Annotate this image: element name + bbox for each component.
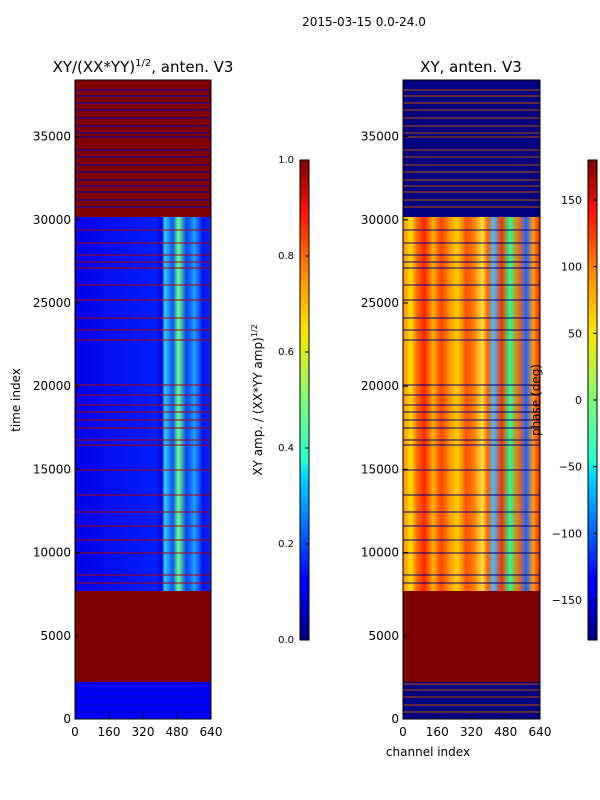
phase-x-ticks: 0 160 320 480 640 (399, 714, 551, 739)
phase-y-tick-label: 5000 (368, 629, 399, 643)
phase-horizontal-artifacts (403, 89, 540, 713)
phase-colorbar-ticks: 150 100 50 0 −50 −100 −150 (552, 194, 597, 607)
phase-colorbar-label: phase (deg) (529, 364, 543, 436)
amplitude-colorbar-tick-label: 0.6 (278, 347, 294, 358)
amplitude-colorbar-tick-label: 0.0 (278, 635, 294, 646)
amplitude-y-tick-label: 35000 (33, 130, 71, 144)
amplitude-colorbar-tick-label: 0.2 (278, 539, 294, 550)
amplitude-y-ticks: 0 5000 10000 15000 20000 25000 30000 35000 (33, 130, 80, 726)
amplitude-colorbar-bar (299, 159, 310, 641)
amplitude-y-tick-label: 10000 (33, 546, 71, 560)
amplitude-x-ticks: 0 160 320 480 640 (71, 714, 222, 739)
amplitude-colorbar-tick-label: 1.0 (278, 155, 294, 166)
phase-panel: XY, anten. V3 05000100001500020000250003… (361, 58, 598, 759)
amplitude-y-label: time index (9, 368, 23, 432)
phase-y-tick-label: 35000 (361, 130, 399, 144)
phase-heatmap (403, 80, 540, 719)
amplitude-panel: XY/(XX*YY)1/2, anten. V3 0 5000 10000 15000… (9, 58, 310, 739)
phase-y-tick-label: 15000 (361, 462, 399, 476)
phase-colorbar-tick-label: 100 (561, 261, 582, 274)
phase-x-tick-label: 320 (460, 725, 483, 739)
phase-panel-title: XY, anten. V3 (420, 58, 522, 76)
amp-region-saturated-low (75, 590, 211, 682)
phase-region-saturated-low (403, 590, 540, 682)
amplitude-y-tick-label: 0 (63, 712, 71, 726)
phase-colorbar-tick-label: 150 (561, 194, 582, 207)
phase-y-ticks: 0 5000 10000 15000 20000 25000 30000 35000 (361, 130, 408, 726)
phase-x-tick-label: 640 (529, 725, 552, 739)
amplitude-y-tick-label: 15000 (33, 462, 71, 476)
amplitude-panel-title: XY/(XX*YY)1/2, anten. V3 (53, 58, 234, 76)
phase-region-bottom (403, 681, 540, 719)
amp-horizontal-artifacts (75, 89, 211, 713)
phase-colorbar-tick-label: −150 (552, 594, 582, 607)
phase-colorbar: 150 100 50 0 −50 −100 −150 phase (deg) (529, 159, 598, 641)
amplitude-x-tick-label: 640 (200, 725, 223, 739)
amplitude-heatmap (75, 80, 211, 719)
amp-region-data (75, 216, 211, 591)
amp-region-saturated-high (75, 80, 211, 217)
amplitude-colorbar-tick-label: 0.4 (278, 443, 294, 454)
amplitude-x-tick-label: 160 (98, 725, 121, 739)
amplitude-x-tick-label: 480 (166, 725, 189, 739)
phase-region-data (403, 216, 540, 591)
amplitude-colorbar-ticks: 1.0 0.8 0.6 0.4 0.2 0.0 (278, 155, 309, 646)
phase-colorbar-tick-label: 0 (575, 394, 582, 407)
amplitude-colorbar-label: XY amp. / (XX*YY amp)1/2 (250, 324, 265, 475)
phase-x-label: channel index (386, 745, 470, 759)
amplitude-colorbar: 1.0 0.8 0.6 0.4 0.2 0.0 XY amp. / (XX*YY amp)… (250, 155, 310, 646)
phase-y-tick-label: 25000 (361, 296, 399, 310)
amplitude-x-tick-label: 0 (71, 725, 79, 739)
amplitude-y-tick-label: 25000 (33, 296, 71, 310)
phase-colorbar-tick-label: −100 (552, 527, 582, 540)
figure-suptitle: 2015-03-15 0.0-24.0 (302, 15, 426, 29)
phase-region-top (403, 80, 540, 217)
amplitude-x-tick-label: 320 (132, 725, 155, 739)
phase-y-tick-label: 0 (391, 712, 399, 726)
phase-x-tick-label: 480 (494, 725, 517, 739)
amp-region-bottom (75, 681, 211, 719)
phase-y-tick-label: 10000 (361, 546, 399, 560)
amplitude-y-tick-label: 20000 (33, 379, 71, 393)
amplitude-colorbar-tick-label: 0.8 (278, 251, 294, 262)
phase-colorbar-tick-label: −50 (559, 461, 582, 474)
phase-y-tick-label: 20000 (361, 379, 399, 393)
phase-y-tick-label: 30000 (361, 213, 399, 227)
amplitude-y-tick-label: 30000 (33, 213, 71, 227)
phase-x-tick-label: 160 (426, 725, 449, 739)
phase-x-tick-label: 0 (399, 725, 407, 739)
phase-colorbar-tick-label: 50 (568, 327, 582, 340)
amplitude-y-tick-label: 5000 (40, 629, 71, 643)
